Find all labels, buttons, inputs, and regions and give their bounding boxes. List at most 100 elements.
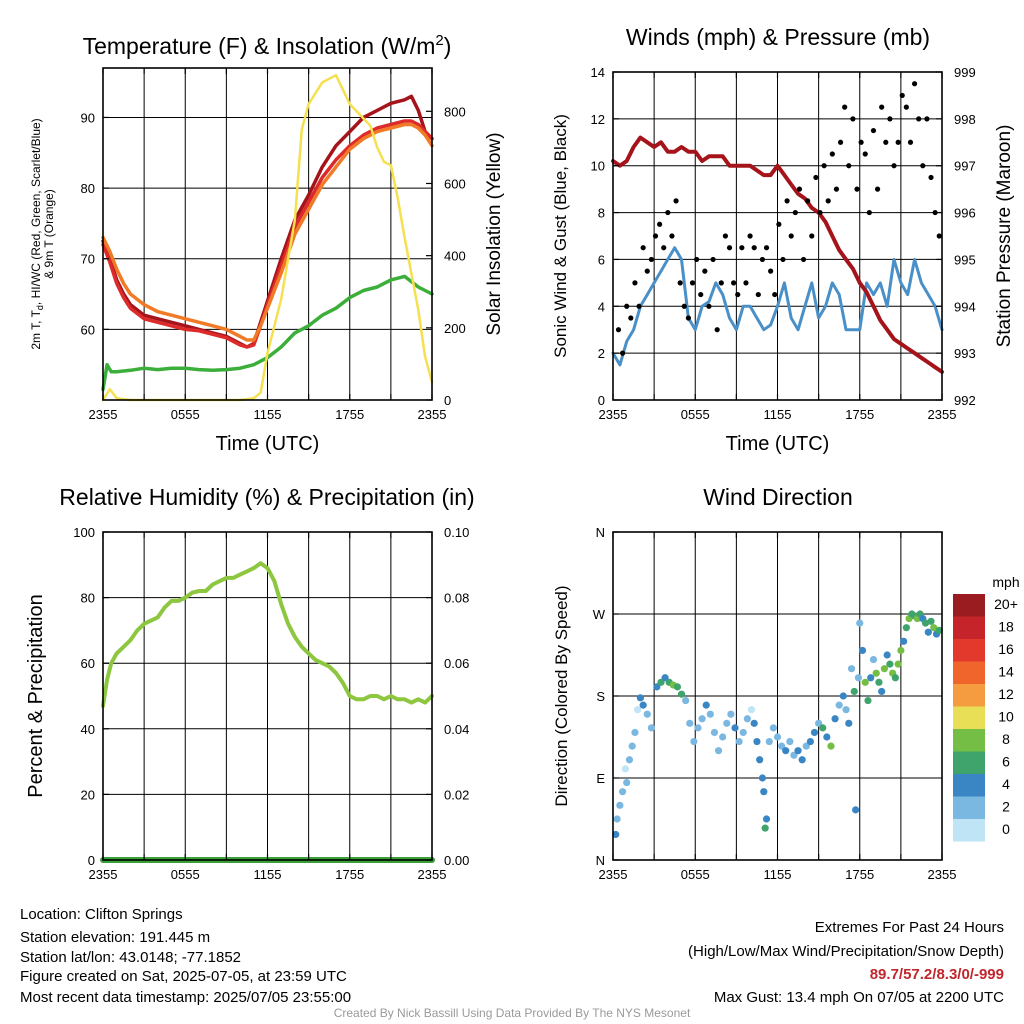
- x-tick-label: 2355: [418, 407, 447, 422]
- direction-point: [794, 747, 802, 755]
- credit-text: Created By Nick Bassill Using Data Provi…: [333, 1006, 691, 1020]
- y2-tick-label: 400: [444, 249, 466, 264]
- direction-point: [806, 737, 815, 746]
- direction-point: [761, 824, 769, 832]
- direction-point: [880, 665, 889, 673]
- direction-point: [731, 724, 739, 732]
- gust-point: [698, 291, 704, 298]
- direction-point: [819, 724, 827, 732]
- gust-point: [661, 245, 667, 251]
- y-tick-label: 90: [81, 110, 95, 125]
- direction-point: [739, 728, 747, 737]
- direction-point: [673, 683, 682, 691]
- gust-point: [776, 221, 782, 227]
- gust-point: [903, 104, 909, 110]
- colorbar-label: 14: [998, 664, 1014, 680]
- gust-point: [924, 116, 930, 122]
- direction-point: [782, 747, 790, 755]
- x-tick-label: 1755: [335, 867, 364, 882]
- direction-point: [636, 694, 645, 702]
- gust-point: [624, 303, 630, 309]
- colorbar-swatch: [953, 639, 985, 662]
- colorbar-label: 6: [1002, 754, 1010, 770]
- y2-tick-label: 800: [444, 104, 466, 119]
- direction-point: [735, 737, 743, 746]
- y-tick-label: 80: [81, 591, 95, 606]
- gust-point: [632, 280, 638, 286]
- direction-point: [758, 774, 767, 782]
- gust-point: [837, 139, 844, 145]
- gust-point: [866, 209, 872, 216]
- direction-point: [747, 706, 756, 714]
- series-line-3-1: [101, 561, 434, 708]
- gust-point: [846, 163, 852, 169]
- gust-point: [907, 139, 914, 145]
- y-tick-label: 12: [591, 112, 605, 127]
- y-tick-label: S: [596, 689, 605, 704]
- elevation-text: Station elevation: 191.445 m: [20, 929, 211, 946]
- gust-point: [936, 233, 942, 239]
- direction-point: [756, 756, 764, 764]
- y2-tick-label: 993: [954, 346, 976, 361]
- x-tick-label: 1155: [254, 867, 282, 882]
- colorbar-swatch: [953, 729, 985, 752]
- direction-point: [612, 830, 620, 839]
- x-tick-label: 0555: [681, 407, 710, 422]
- direction-point: [869, 655, 878, 664]
- gust-point: [694, 256, 700, 263]
- created-text: Figure created on Sat, 2025-07-05, at 23…: [20, 968, 347, 985]
- y-tick-label: 100: [73, 525, 95, 540]
- direction-point: [858, 646, 867, 655]
- colorbar-swatch: [953, 684, 985, 707]
- gust-point: [821, 163, 827, 169]
- location-text: Location: Clifton Springs: [20, 906, 183, 923]
- direction-point: [647, 724, 655, 732]
- direction-point: [727, 710, 735, 718]
- colorbar-label: 18: [998, 619, 1014, 635]
- gust-point: [887, 116, 893, 122]
- gust-point: [862, 151, 868, 157]
- y2-tick-label: 995: [954, 252, 976, 267]
- y2-tick-label: 0.00: [444, 853, 469, 868]
- direction-point: [623, 778, 631, 787]
- direction-point: [810, 728, 819, 737]
- colorbar-label: 0: [1002, 821, 1010, 837]
- direction-point: [854, 674, 862, 682]
- direction-point: [935, 626, 943, 635]
- direction-point: [875, 678, 883, 686]
- x-tick-label: 0555: [171, 867, 200, 882]
- y-tick-label: E: [596, 771, 605, 786]
- direction-point: [621, 765, 629, 773]
- direction-point: [897, 646, 905, 655]
- y-tick-label: 20: [81, 787, 95, 802]
- y-tick-label: 4: [598, 299, 605, 314]
- series-line-1-4: [101, 274, 434, 392]
- colorbar-swatch: [953, 616, 985, 639]
- gust-point: [899, 92, 905, 99]
- direction-point: [921, 619, 930, 627]
- gust-point: [747, 233, 753, 239]
- direction-point: [634, 706, 642, 714]
- y-tick-label: 6: [598, 252, 605, 267]
- colorbar-swatch: [953, 774, 985, 797]
- x-tick-label: 2355: [89, 407, 118, 422]
- colorbar-label: 20+: [994, 596, 1018, 612]
- y2-axis-label: Solar Insolation (Yellow): [484, 132, 505, 335]
- direction-point: [616, 801, 624, 809]
- y-tick-label: 60: [81, 656, 95, 671]
- gust-point: [751, 245, 757, 251]
- chart-title-direction: Wind Direction: [703, 484, 853, 510]
- gust-point: [932, 209, 938, 216]
- gust-point: [636, 303, 642, 309]
- gust-point: [726, 245, 733, 251]
- gust-point: [817, 209, 823, 216]
- gust-point: [768, 268, 774, 274]
- direction-point: [765, 737, 773, 746]
- direction-point: [762, 815, 771, 823]
- y2-tick-label: 999: [954, 65, 976, 80]
- direction-point: [798, 756, 806, 764]
- direction-point: [714, 747, 723, 755]
- colorbar-swatch: [953, 706, 985, 729]
- y2-tick-label: 0.10: [444, 525, 469, 540]
- gust-point: [763, 245, 770, 251]
